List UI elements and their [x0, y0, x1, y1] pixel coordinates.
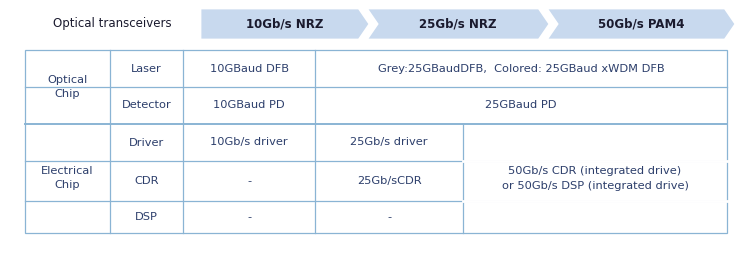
Text: 25GBaud PD: 25GBaud PD — [485, 101, 557, 111]
Text: Driver: Driver — [129, 138, 164, 148]
Text: Optical
Chip: Optical Chip — [48, 75, 88, 99]
Text: Grey:25GBaudDFB,  Colored: 25GBaud xWDM DFB: Grey:25GBaudDFB, Colored: 25GBaud xWDM D… — [378, 64, 664, 73]
Text: 25Gb/s NRZ: 25Gb/s NRZ — [420, 17, 497, 31]
Text: CDR: CDR — [134, 176, 158, 186]
Text: -: - — [387, 212, 391, 222]
Text: 10GBaud PD: 10GBaud PD — [214, 101, 285, 111]
Text: 10Gb/s driver: 10Gb/s driver — [211, 138, 288, 148]
Text: 50Gb/s PAM4: 50Gb/s PAM4 — [597, 17, 684, 31]
Text: -: - — [247, 212, 251, 222]
Polygon shape — [200, 8, 370, 40]
Text: 10GBaud DFB: 10GBaud DFB — [210, 64, 289, 73]
Text: 25Gb/s driver: 25Gb/s driver — [350, 138, 428, 148]
Text: DSP: DSP — [135, 212, 158, 222]
Bar — [25, 50, 727, 233]
Polygon shape — [546, 8, 736, 40]
Text: Optical transceivers: Optical transceivers — [53, 17, 171, 31]
Text: Detector: Detector — [121, 101, 171, 111]
Text: 50Gb/s CDR (integrated drive)
or 50Gb/s DSP (integrated drive): 50Gb/s CDR (integrated drive) or 50Gb/s … — [501, 166, 688, 191]
Text: 10Gb/s NRZ: 10Gb/s NRZ — [246, 17, 324, 31]
Polygon shape — [366, 8, 550, 40]
Text: Laser: Laser — [131, 64, 162, 73]
Text: 25Gb/sCDR: 25Gb/sCDR — [356, 176, 421, 186]
Text: -: - — [247, 176, 251, 186]
Text: Electrical
Chip: Electrical Chip — [41, 167, 94, 191]
